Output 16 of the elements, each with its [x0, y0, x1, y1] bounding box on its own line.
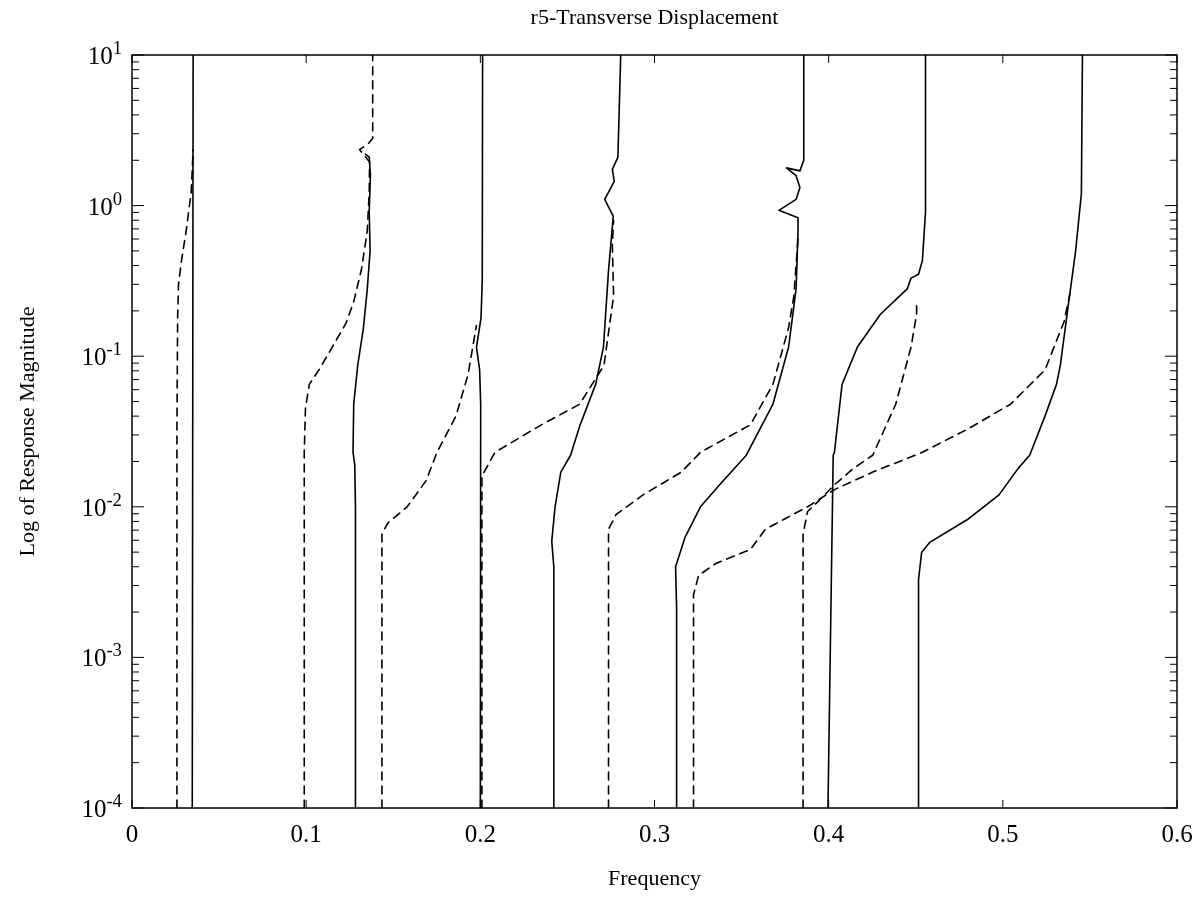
x-tick-label: 0.1	[290, 820, 322, 847]
chart-title: r5-Transverse Displacement	[530, 4, 779, 29]
y-tick-label: 10$^{-1}$	[81, 337, 122, 371]
x-axis-title: Frequency	[608, 865, 701, 890]
y-tick-label: 10$^{-2}$	[81, 488, 122, 521]
y-tick-label: 10$^{-4}$	[81, 789, 123, 822]
x-tick-label: 0.3	[638, 820, 671, 847]
x-tick-label: 0.2	[464, 820, 496, 847]
y-tick-label: 10$^{0}$	[87, 187, 122, 220]
x-tick-label: 0.4	[813, 820, 845, 847]
x-tick-label: 0.5	[987, 820, 1019, 847]
y-tick-label: 10$^{-3}$	[81, 638, 122, 672]
y-tick-label: 10$^{1}$	[87, 36, 122, 69]
x-tick-label: 0.6	[1161, 820, 1193, 847]
y-axis-title: Log of Response Magnitude	[14, 306, 39, 557]
x-tick-label: 0	[125, 820, 139, 847]
